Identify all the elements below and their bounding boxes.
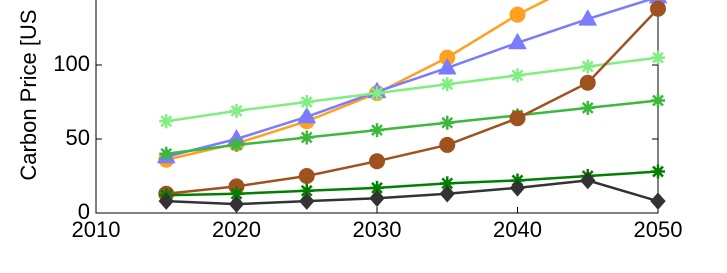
point bbox=[299, 130, 314, 145]
point bbox=[299, 192, 315, 210]
point bbox=[580, 59, 595, 74]
point bbox=[158, 192, 174, 210]
point bbox=[298, 168, 315, 184]
point bbox=[159, 146, 174, 161]
y-axis-label: Carbon Price [US bbox=[16, 9, 41, 180]
point bbox=[651, 164, 665, 179]
point bbox=[229, 137, 244, 152]
point bbox=[297, 106, 317, 124]
point bbox=[578, 9, 598, 26]
y-tick-label: 100 bbox=[53, 51, 90, 76]
point bbox=[370, 180, 384, 195]
point bbox=[369, 189, 385, 207]
series-line bbox=[166, 179, 659, 206]
series-line bbox=[166, 56, 659, 123]
point bbox=[509, 179, 526, 197]
point bbox=[369, 153, 385, 170]
point bbox=[509, 6, 526, 23]
point bbox=[651, 50, 665, 65]
point bbox=[510, 68, 525, 83]
point bbox=[437, 57, 457, 75]
series-line bbox=[165, 0, 653, 158]
x-tick-label: 2010 bbox=[72, 217, 121, 242]
point bbox=[580, 100, 595, 115]
point bbox=[650, 0, 666, 17]
point bbox=[440, 176, 455, 191]
plot-area bbox=[156, 0, 668, 213]
point bbox=[440, 77, 455, 92]
point bbox=[229, 103, 244, 118]
point bbox=[229, 186, 244, 201]
point bbox=[651, 93, 665, 108]
series-line bbox=[165, 0, 550, 161]
point bbox=[370, 123, 384, 138]
series-line bbox=[166, 170, 659, 197]
point bbox=[228, 195, 245, 213]
x-tick-label: 2020 bbox=[212, 217, 261, 242]
point bbox=[580, 171, 596, 190]
point bbox=[370, 86, 384, 101]
point bbox=[579, 74, 596, 91]
point bbox=[439, 136, 456, 153]
point bbox=[159, 114, 174, 129]
point bbox=[299, 183, 314, 198]
point bbox=[439, 185, 455, 203]
y-tick-label: 0 bbox=[78, 199, 90, 224]
point bbox=[508, 32, 527, 50]
point bbox=[440, 115, 455, 130]
x-tick-label: 2040 bbox=[493, 217, 542, 242]
series-line bbox=[166, 99, 659, 156]
point bbox=[509, 110, 526, 127]
point bbox=[299, 95, 314, 109]
point bbox=[650, 192, 666, 210]
y-tick-label: 50 bbox=[66, 125, 90, 150]
x-tick-label: 2050 bbox=[634, 217, 683, 242]
x-tick-label: 2030 bbox=[353, 217, 402, 242]
series-line bbox=[166, 7, 659, 196]
